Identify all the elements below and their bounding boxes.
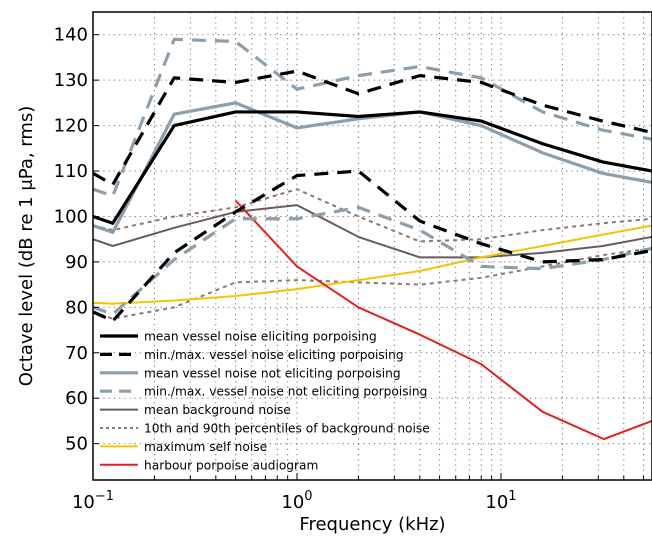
plot-frame (92, 11, 652, 481)
legend-label: harbour porpoise audiogram (144, 458, 318, 472)
x-tick-base: 10 (72, 492, 95, 513)
series-line-5-upper (92, 188, 652, 243)
series-line-0 (92, 110, 652, 225)
series-line-6 (92, 224, 652, 305)
legend-label: 10th and 90th percentiles of background … (144, 422, 430, 436)
series-line-7 (234, 199, 652, 441)
series-line-2 (92, 101, 652, 234)
x-tick-base: 10 (281, 492, 304, 513)
legend: mean vessel noise eliciting porpoising mi… (100, 330, 430, 472)
y-tick-label: 70 (65, 343, 88, 364)
legend-label: mean vessel noise eliciting porpoising (144, 330, 377, 344)
series-line-5-lower (92, 247, 652, 320)
x-tick-exponent: 1 (508, 489, 516, 504)
x-tick-base: 10 (485, 492, 508, 513)
x-axis-label: Frequency (kHz) (299, 514, 445, 535)
series-line-1-lower (92, 169, 652, 323)
legend-label: min./max. vessel noise not eliciting por… (144, 385, 427, 399)
y-tick-label: 50 (65, 434, 88, 455)
y-tick-label: 60 (65, 388, 88, 409)
legend-label: mean vessel noise not eliciting porpoisi… (144, 366, 401, 380)
y-tick-label: 140 (54, 25, 88, 46)
y-tick-label: 110 (54, 161, 88, 182)
series-layer (92, 37, 652, 441)
x-tick-exponent: −1 (95, 489, 114, 504)
legend-label: mean background noise (144, 403, 291, 417)
y-axis-label: Octave level (dB re 1 μPa, rms) (16, 106, 37, 387)
y-tick-label: 80 (65, 297, 88, 318)
grid (93, 12, 652, 480)
y-tick-label: 130 (54, 70, 88, 91)
y-tick-label: 100 (54, 206, 88, 227)
legend-label: maximum self noise (144, 440, 267, 454)
x-tick-label: 10−1 (72, 489, 114, 513)
series-line-1-upper (92, 69, 652, 187)
series-line-4 (92, 204, 652, 259)
y-tick-label: 90 (65, 252, 88, 273)
series-line-3-upper (92, 37, 652, 198)
y-tick-label: 120 (54, 116, 88, 137)
legend-label: min./max. vessel noise eliciting porpois… (144, 348, 404, 362)
x-tick-label: 101 (485, 489, 516, 513)
x-tick-exponent: 0 (304, 489, 312, 504)
x-tick-label: 100 (281, 489, 312, 513)
